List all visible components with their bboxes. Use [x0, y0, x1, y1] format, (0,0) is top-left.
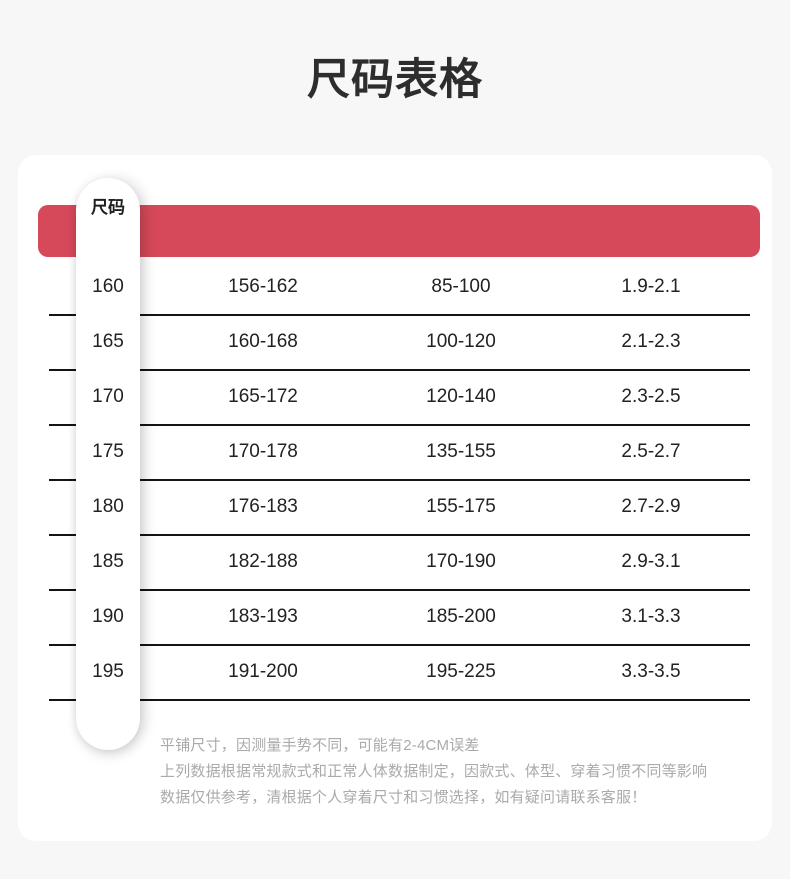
- cell-waist: 3.1-3.3: [621, 606, 681, 627]
- cell-height: 176-183: [228, 496, 298, 517]
- cell-waist: 2.5-2.7: [621, 441, 681, 462]
- footnote-line: 平铺尺寸，因测量手势不同，可能有2-4CM误差: [160, 737, 480, 754]
- cell-size: 165: [92, 331, 124, 352]
- cell-weight: 135-155: [426, 441, 496, 462]
- row-divider: [49, 534, 750, 536]
- cell-size: 185: [92, 551, 124, 572]
- cell-height: 191-200: [228, 661, 298, 682]
- cell-size: 175: [92, 441, 124, 462]
- cell-size: 180: [92, 496, 124, 517]
- cell-size: 190: [92, 606, 124, 627]
- cell-size: 160: [92, 276, 124, 297]
- cell-height: 170-178: [228, 441, 298, 462]
- cell-height: 156-162: [228, 276, 298, 297]
- cell-weight: 100-120: [426, 331, 496, 352]
- row-divider: [49, 479, 750, 481]
- cell-waist: 2.3-2.5: [621, 386, 681, 407]
- cell-waist: 2.1-2.3: [621, 331, 681, 352]
- row-divider: [49, 589, 750, 591]
- row-divider: [49, 314, 750, 316]
- cell-size: 195: [92, 661, 124, 682]
- column-header-waist: 适合腰围（尺）: [589, 171, 713, 190]
- cell-waist: 2.7-2.9: [621, 496, 681, 517]
- column-header-height: 适合身高（CM）: [196, 171, 330, 190]
- cell-weight: 170-190: [426, 551, 496, 572]
- cell-weight: 85-100: [431, 276, 491, 297]
- cell-waist: 3.3-3.5: [621, 661, 681, 682]
- row-divider: [49, 699, 750, 701]
- table-header-bar: [38, 205, 760, 257]
- cell-waist: 1.9-2.1: [621, 276, 681, 297]
- row-divider: [49, 369, 750, 371]
- cell-height: 165-172: [228, 386, 298, 407]
- cell-height: 183-193: [228, 606, 298, 627]
- size-chart-card: 适合身高（CM） 适合体重（斤） 适合腰围（尺） 156-162 85-100 …: [18, 155, 772, 841]
- column-header-size: 尺码: [91, 198, 125, 217]
- cell-waist: 2.9-3.1: [621, 551, 681, 572]
- column-header-weight: 适合体重（斤）: [399, 171, 523, 190]
- cell-weight: 155-175: [426, 496, 496, 517]
- size-column-pill: [76, 178, 140, 750]
- cell-weight: 195-225: [426, 661, 496, 682]
- row-divider: [49, 644, 750, 646]
- page-title: 尺码表格: [307, 56, 483, 104]
- cell-size: 170: [92, 386, 124, 407]
- cell-height: 182-188: [228, 551, 298, 572]
- cell-weight: 185-200: [426, 606, 496, 627]
- cell-weight: 120-140: [426, 386, 496, 407]
- footnote-line: 数据仅供参考，清根据个人穿着尺寸和习惯选择，如有疑问请联系客服！: [160, 789, 647, 806]
- footnote-line: 上列数据根据常规款式和正常人体数据制定，因款式、体型、穿着习惯不同等影响: [160, 763, 708, 780]
- footnotes: 平铺尺寸，因测量手势不同，可能有2-4CM误差 上列数据根据常规款式和正常人体数…: [160, 733, 760, 811]
- cell-height: 160-168: [228, 331, 298, 352]
- row-divider: [49, 424, 750, 426]
